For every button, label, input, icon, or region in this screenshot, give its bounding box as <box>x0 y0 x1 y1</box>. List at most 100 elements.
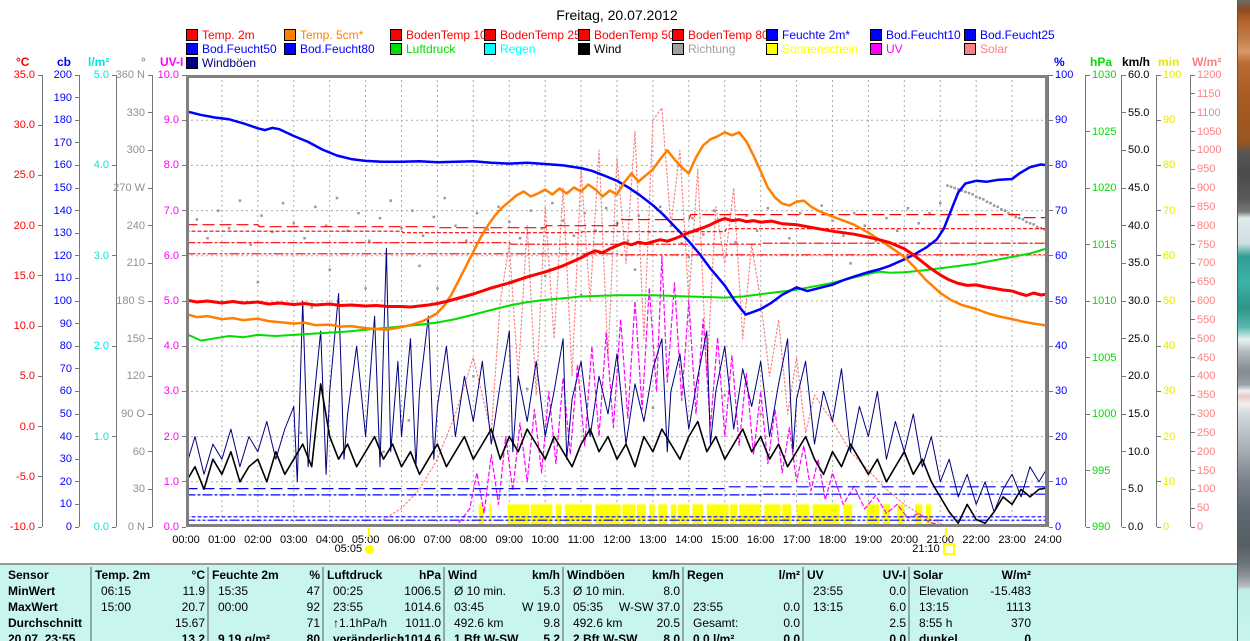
direction-axis-tick-label: 330 <box>126 106 145 119</box>
pressure-axis-tick-label: 1025 <box>1092 125 1117 138</box>
table-row-label: 20.07. 23:55 <box>8 632 76 641</box>
rain-axis-tick <box>112 255 116 257</box>
table-cell: 0.0 l/m² <box>693 632 735 641</box>
wind-axis-tick <box>1122 451 1126 453</box>
legend-label: Bod.Feucht10 <box>886 28 961 42</box>
sunrise-annotation: 05:05 <box>335 543 375 555</box>
legend-item-bodentemp-25: BodenTemp 25 <box>484 28 581 42</box>
axis-unit-label: l/m² <box>88 55 110 69</box>
rain-axis-line <box>116 75 117 527</box>
solar-axis-tick <box>1191 225 1195 227</box>
direction-axis-tick <box>148 451 152 453</box>
direction-axis-tick <box>148 526 152 528</box>
table-cell: 23:55 <box>813 584 844 598</box>
sunrise-time-label: 05:05 <box>334 543 363 555</box>
legend-color-swatch <box>672 43 684 55</box>
table-cell-value: 92 <box>306 600 320 614</box>
soilmoisture-axis-tick <box>75 300 79 302</box>
table-row-label: Sensor <box>8 568 49 582</box>
axis-unit-label: min <box>1158 55 1180 69</box>
table-column-separator <box>207 567 209 641</box>
legend-color-swatch <box>578 43 590 55</box>
temp-axis-tick-label: 25.0 <box>13 169 35 182</box>
sunshine-axis-tick-label: 30 <box>1163 385 1176 398</box>
sunshine-axis-tick-label: 0 <box>1163 521 1170 533</box>
wind-axis-tick <box>1122 526 1126 528</box>
uv-axis-tick <box>182 74 186 76</box>
table-cell-value: W-SW 37.0 <box>618 600 680 614</box>
table-cell-value: 8.0 <box>663 584 680 598</box>
legend-label: Wind <box>594 42 622 56</box>
uv-axis-tick-label: 0.0 <box>163 521 179 533</box>
table-cell-value: 71 <box>306 616 320 630</box>
x-tick-label: 00:00 <box>172 534 200 546</box>
rain-axis-tick-label: 3.0 <box>93 249 109 262</box>
soilmoisture-axis-tick-label: 30 <box>59 453 72 466</box>
pressure-axis-tick <box>1086 357 1090 358</box>
solar-axis-tick <box>1191 244 1195 245</box>
table-cell: 00:00 <box>218 600 249 614</box>
humidity-axis-tick <box>1049 436 1053 438</box>
table-cell: 492.6 km <box>454 616 504 630</box>
x-tick-label: 11:00 <box>567 534 595 546</box>
humidity-axis-tick <box>1049 300 1053 302</box>
table-cell-value: 47 <box>306 584 320 598</box>
x-tick-label: 05:00 <box>351 534 380 546</box>
table-cell: ↑1.1hPa/h <box>333 616 388 630</box>
direction-axis-tick-label: 270 W <box>113 182 145 194</box>
legend-color-swatch <box>870 29 882 41</box>
humidity-axis-tick-label: 60 <box>1055 249 1068 262</box>
temp-axis-tick <box>38 225 42 227</box>
temp-axis-tick <box>38 476 42 478</box>
humidity-axis-tick <box>1049 390 1053 392</box>
soilmoisture-axis-tick <box>75 345 79 347</box>
humidity-axis-tick <box>1049 345 1053 347</box>
legend-label: Windböen <box>202 56 257 70</box>
legend-label: Temp. 2m <box>202 28 255 42</box>
soilmoisture-axis-tick-label: 190 <box>53 91 72 104</box>
legend-color-swatch <box>964 29 976 41</box>
rain-axis-tick <box>112 74 116 76</box>
soilmoisture-axis-tick <box>75 210 79 212</box>
solar-axis-tick <box>1191 357 1195 358</box>
solar-axis-tick-label: 600 <box>1197 295 1216 307</box>
table-cell-value: 20.5 <box>656 616 680 630</box>
table-row-label: Durchschnitt <box>8 616 83 630</box>
legend-item-bod-feucht50: Bod.Feucht50 <box>186 42 277 56</box>
legend-label: Regen <box>500 42 536 56</box>
x-tick-label: 13:00 <box>639 534 667 546</box>
soilmoisture-axis-tick <box>75 255 79 257</box>
solar-axis-tick <box>1191 413 1195 415</box>
solar-axis-tick-label: 250 <box>1197 426 1216 439</box>
pressure-axis-tick <box>1086 470 1090 471</box>
direction-axis-tick-label: 180 S <box>116 295 145 307</box>
sunshine-axis-tick <box>1157 300 1161 302</box>
soilmoisture-axis-tick <box>75 481 79 483</box>
table-column-header: Wind <box>448 568 478 582</box>
table-cell-value: 0.0 <box>783 600 800 614</box>
legend-color-swatch <box>870 43 882 55</box>
direction-axis-tick-label: 0 N <box>127 521 145 533</box>
humidity-axis-tick <box>1049 119 1053 121</box>
legend-color-swatch <box>484 43 496 55</box>
temp-axis-tick <box>38 325 42 327</box>
sunshine-axis-tick <box>1157 210 1161 212</box>
table-column-header: Windböen <box>567 568 625 582</box>
table-cell-value: 0.0 <box>889 632 906 641</box>
direction-axis-tick <box>148 225 152 227</box>
solar-axis-tick <box>1191 488 1195 490</box>
sunshine-axis-tick <box>1157 481 1161 483</box>
uv-axis-tick-label: 2.0 <box>163 430 179 443</box>
direction-axis-tick <box>148 112 152 114</box>
solar-axis-tick-label: 1150 <box>1197 87 1221 100</box>
pressure-axis-tick <box>1086 74 1090 76</box>
uv-axis-tick-label: 10.0 <box>157 69 179 81</box>
table-cell-value: 2.5 <box>889 616 906 630</box>
direction-axis-tick <box>148 338 152 340</box>
uv-axis-tick <box>182 436 186 438</box>
uv-axis-tick <box>182 481 186 483</box>
wind-axis-tick <box>1122 413 1126 415</box>
uv-axis-tick <box>182 255 186 257</box>
legend-color-swatch <box>964 43 976 55</box>
solar-axis-tick-label: 100 <box>1197 483 1216 496</box>
